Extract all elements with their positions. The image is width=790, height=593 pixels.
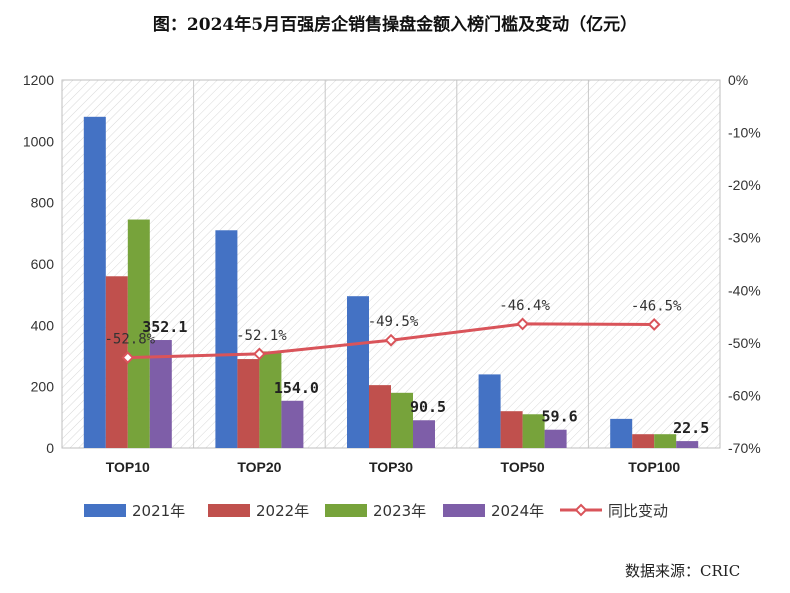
legend-label: 2022年 xyxy=(256,502,309,520)
bar xyxy=(654,434,677,448)
line-point xyxy=(647,318,661,331)
line-point xyxy=(121,351,135,364)
bar xyxy=(610,418,633,448)
bar xyxy=(281,400,304,448)
x-tick-label: TOP30 xyxy=(369,459,413,475)
x-tick-label: TOP10 xyxy=(106,459,150,475)
bar xyxy=(369,385,391,448)
bar xyxy=(149,340,172,448)
y-tick-label: 400 xyxy=(31,317,55,333)
bar-value-label: 352.1 xyxy=(142,318,187,336)
legend-swatch xyxy=(325,504,367,517)
bar xyxy=(347,296,369,448)
x-tick-label: TOP100 xyxy=(628,459,680,475)
y-right-tick-label: -60% xyxy=(728,387,761,403)
x-tick-label: TOP20 xyxy=(237,459,281,475)
bar xyxy=(632,434,655,448)
legend-marker xyxy=(574,503,588,517)
bar xyxy=(544,429,567,448)
line-value-label: -46.5% xyxy=(631,298,682,314)
line-value-label: -49.5% xyxy=(368,314,419,330)
bar-value-label: 90.5 xyxy=(410,398,446,416)
line-value-label: -52.8% xyxy=(105,332,156,348)
bar xyxy=(259,351,282,448)
line-point xyxy=(252,347,266,361)
legend-label: 2024年 xyxy=(491,502,544,520)
y-right-tick-label: 0% xyxy=(728,72,748,88)
bar xyxy=(413,420,435,448)
bar xyxy=(127,219,150,448)
data-source-note: 数据来源：CRIC xyxy=(625,562,741,580)
bar xyxy=(478,374,501,448)
bar xyxy=(391,392,413,448)
y-right-tick-label: -70% xyxy=(728,440,761,456)
chart-title: 图：2024年5月百强房企销售操盘金额入榜门槛及变动（亿元） xyxy=(152,15,638,35)
y-right-tick-label: -50% xyxy=(728,335,761,351)
y-tick-label: 800 xyxy=(31,195,55,211)
bar-value-label: 154.0 xyxy=(274,379,319,397)
x-tick-label: TOP50 xyxy=(501,459,545,475)
bar xyxy=(215,230,238,448)
y-tick-label: 200 xyxy=(31,379,55,395)
bar xyxy=(105,276,128,448)
legend-label: 同比变动 xyxy=(608,502,668,520)
y-tick-label: 1000 xyxy=(23,133,54,149)
legend-swatch xyxy=(84,504,126,517)
y-right-tick-label: -20% xyxy=(728,177,761,193)
y-tick-label: 600 xyxy=(31,256,55,272)
bar xyxy=(237,359,260,448)
bar xyxy=(500,411,523,448)
bar xyxy=(676,441,699,448)
legend-label: 2023年 xyxy=(373,502,426,520)
legend-swatch xyxy=(443,504,485,517)
legend-swatch xyxy=(208,504,250,517)
bar-value-label: 59.6 xyxy=(542,408,578,426)
y-right-tick-label: -40% xyxy=(728,282,761,298)
legend-label: 2021年 xyxy=(132,502,185,520)
line-point xyxy=(516,317,530,331)
line-value-label: -52.1% xyxy=(236,328,287,344)
bar xyxy=(83,116,106,449)
y-tick-label: 0 xyxy=(46,440,54,456)
y-right-tick-label: -30% xyxy=(728,230,761,246)
y-right-tick-label: -10% xyxy=(728,125,761,141)
bar xyxy=(522,414,545,448)
bar-value-label: 22.5 xyxy=(673,419,709,437)
line-point xyxy=(384,333,398,347)
y-tick-label: 1200 xyxy=(23,72,54,88)
line-value-label: -46.4% xyxy=(499,298,550,314)
